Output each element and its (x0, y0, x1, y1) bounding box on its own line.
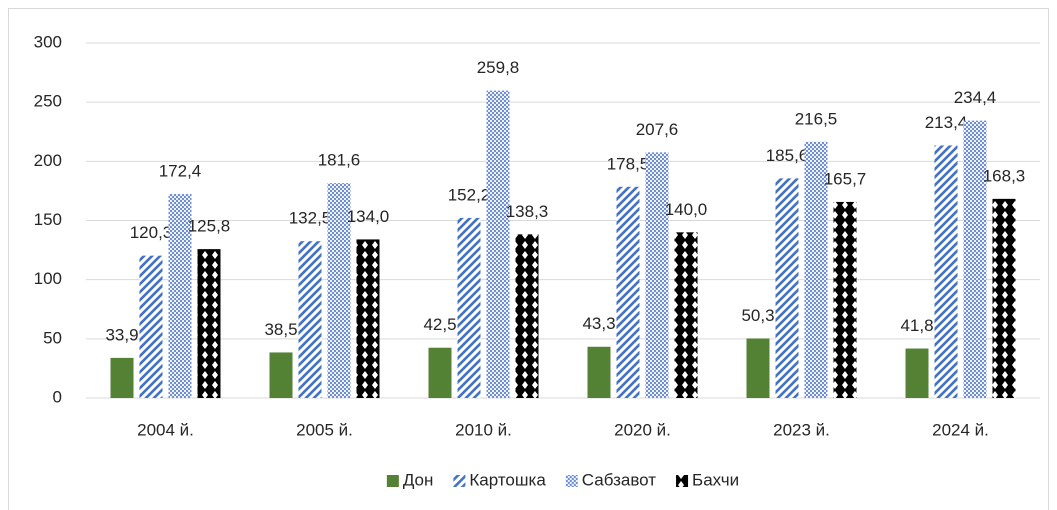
x-tick-label: 2020 й. (614, 420, 671, 439)
bar (356, 239, 380, 398)
x-tick-label: 2010 й. (455, 420, 512, 439)
bar (804, 141, 828, 398)
data-label: 216,5 (795, 109, 838, 128)
bar (905, 348, 929, 398)
bar (486, 90, 510, 398)
legend-item: Бахчи (676, 470, 739, 489)
bar (616, 186, 640, 398)
data-label: 132,5 (289, 209, 332, 228)
x-tick-label: 2005 й. (296, 420, 353, 439)
y-tick-label: 250 (34, 92, 62, 111)
bar (833, 201, 857, 398)
y-tick-label: 300 (34, 32, 62, 51)
bar (934, 145, 958, 398)
y-tick-label: 150 (34, 210, 62, 229)
bar (197, 249, 221, 398)
bar (587, 346, 611, 398)
bar (645, 152, 669, 398)
data-label: 172,4 (159, 161, 202, 180)
legend-label: Дон (403, 470, 434, 489)
legend-swatch (453, 475, 466, 487)
legend-label: Картошка (469, 470, 546, 489)
legend-swatch (676, 475, 689, 487)
data-label: 125,8 (188, 217, 231, 236)
data-label: 140,0 (665, 200, 708, 219)
bar (992, 198, 1016, 398)
bar (168, 193, 192, 398)
data-label: 138,3 (506, 202, 549, 221)
data-label: 259,8 (477, 58, 520, 77)
legend-swatch (565, 475, 578, 487)
data-label: 33,9 (105, 325, 138, 344)
bar (746, 338, 770, 398)
bar (428, 347, 452, 398)
data-label: 213,4 (925, 113, 968, 132)
legend-swatch (386, 475, 399, 487)
data-label: 50,3 (741, 306, 774, 325)
data-label: 38,5 (264, 320, 297, 339)
legend-item: Картошка (453, 470, 546, 489)
x-tick-label: 2004 й. (137, 420, 194, 439)
bar (457, 217, 481, 398)
data-label: 41,8 (900, 316, 933, 335)
legend-item: Сабзавот (565, 470, 656, 489)
bar (775, 178, 799, 398)
legend-label: Бахчи (692, 470, 739, 489)
y-tick-label: 100 (34, 269, 62, 288)
bar (674, 232, 698, 398)
bar (139, 255, 163, 398)
data-label: 234,4 (954, 88, 997, 107)
y-tick-label: 200 (34, 151, 62, 170)
bar (110, 357, 134, 398)
legend-item: Дон (386, 470, 434, 489)
y-tick-label: 0 (53, 387, 62, 406)
bar (515, 234, 539, 398)
data-label: 178,5 (607, 154, 650, 173)
y-tick-label: 50 (43, 328, 62, 347)
data-label: 185,6 (766, 146, 809, 165)
data-label: 42,5 (423, 315, 456, 334)
data-label: 207,6 (636, 120, 679, 139)
data-label: 152,2 (448, 185, 491, 204)
data-label: 120,3 (130, 223, 173, 242)
data-label: 43,3 (582, 314, 615, 333)
x-tick-label: 2023 й. (773, 420, 830, 439)
data-label: 181,6 (318, 151, 361, 170)
data-label: 134,0 (347, 207, 390, 226)
data-label: 165,7 (824, 169, 867, 188)
bar (269, 352, 293, 398)
bar (298, 241, 322, 398)
bar (963, 120, 987, 399)
bar (327, 183, 351, 398)
legend-label: Сабзавот (582, 470, 656, 489)
data-label: 168,3 (983, 166, 1026, 185)
chart-border (8, 8, 1049, 510)
x-tick-label: 2024 й. (932, 420, 989, 439)
